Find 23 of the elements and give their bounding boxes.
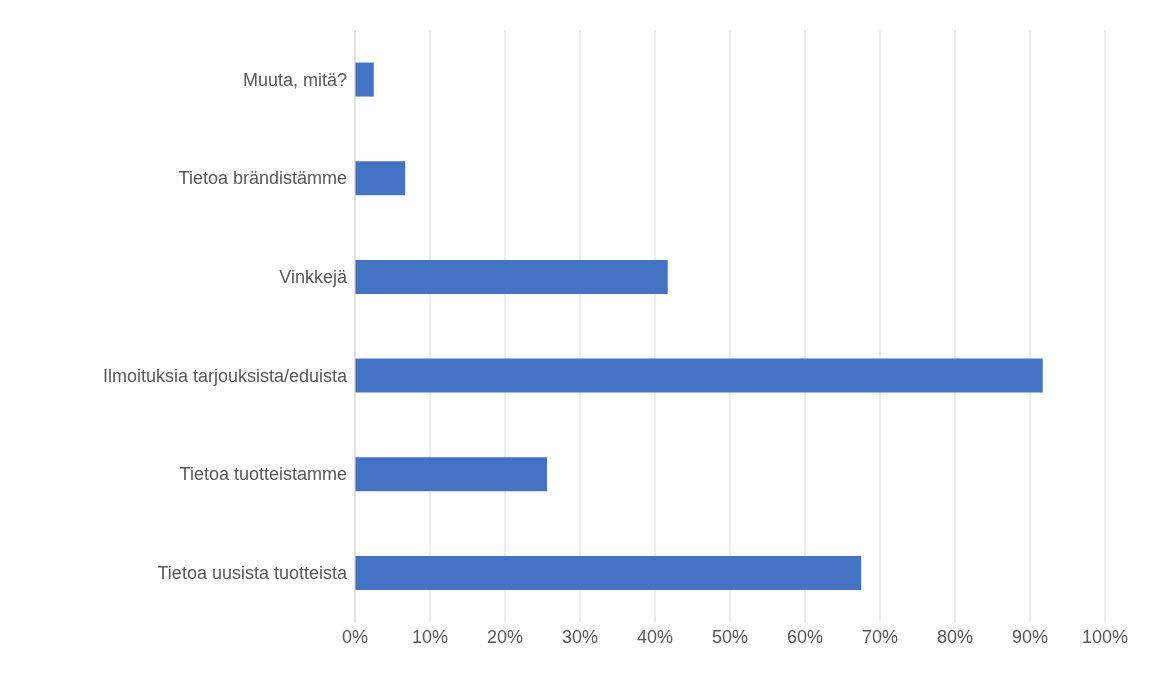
y-tick-label: Muuta, mitä? bbox=[242, 69, 347, 90]
x-tick-label: 10% bbox=[411, 626, 449, 647]
bar bbox=[355, 457, 547, 492]
bar bbox=[355, 555, 862, 590]
y-tick-label: Tietoa brändistämme bbox=[178, 168, 347, 189]
bar bbox=[355, 161, 406, 196]
x-tick-label: 80% bbox=[936, 626, 974, 647]
y-tick-label: Tietoa uusista tuotteista bbox=[157, 563, 348, 584]
x-tick-label: 60% bbox=[786, 626, 824, 647]
x-tick-label: 30% bbox=[561, 626, 599, 647]
x-tick-label: 40% bbox=[636, 626, 674, 647]
y-tick-label: Ilmoituksia tarjouksista/eduista bbox=[102, 365, 348, 386]
y-tick-label: Tietoa tuotteistamme bbox=[179, 464, 347, 485]
x-tick-label: 70% bbox=[861, 626, 899, 647]
x-tick-label: 0% bbox=[341, 626, 369, 647]
x-tick-label: 20% bbox=[486, 626, 524, 647]
x-tick-label: 50% bbox=[711, 626, 749, 647]
bar bbox=[355, 358, 1043, 393]
x-tick-label: 90% bbox=[1011, 626, 1049, 647]
y-tick-label: Vinkkejä bbox=[279, 267, 348, 288]
bar bbox=[355, 259, 668, 294]
x-tick-label: 100% bbox=[1081, 626, 1129, 647]
bar bbox=[355, 62, 374, 97]
